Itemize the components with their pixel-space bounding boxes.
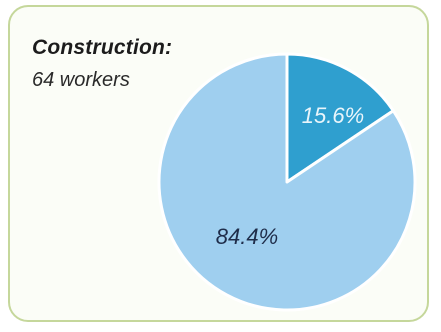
chart-title: Construction:: [32, 36, 173, 59]
pie-slice-2: [157, 52, 417, 312]
pie-labels: 15.6% 84.4%: [216, 103, 364, 249]
pie-slice-label-1: 15.6%: [302, 103, 364, 128]
pie-slices: [157, 52, 417, 312]
pie-slice-1: [285, 52, 395, 184]
pie-slice-label-2: 84.4%: [216, 224, 278, 249]
chart-subtitle: 64 workers: [32, 69, 130, 91]
